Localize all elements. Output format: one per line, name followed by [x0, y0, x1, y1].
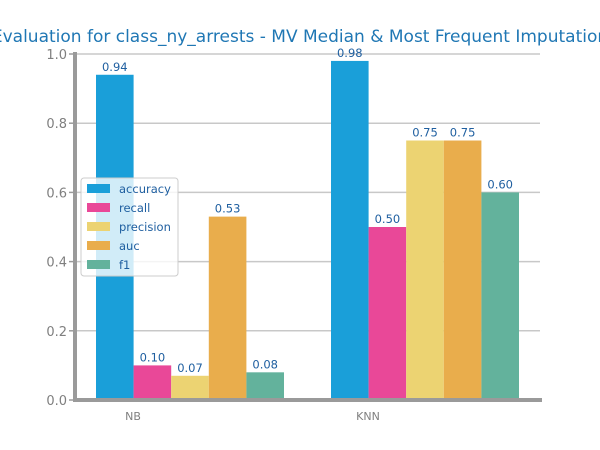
- legend-swatch-f1: [87, 260, 110, 269]
- bar-knn-accuracy: [331, 60, 369, 401]
- legend-box: [80, 177, 179, 277]
- bar-knn-auc: [443, 140, 482, 400]
- legend-swatch-precision: [87, 222, 110, 231]
- data-label: 0.94: [102, 60, 128, 74]
- ytick-label: 0.0: [46, 394, 67, 409]
- data-label: 0.10: [140, 350, 166, 364]
- legend-label-accuracy: accuracy: [119, 182, 171, 196]
- legend-label-f1: f1: [119, 258, 130, 272]
- bars: [96, 60, 519, 401]
- legend-label-precision: precision: [119, 220, 171, 234]
- bar-nb-precision: [171, 375, 209, 400]
- data-label: 0.08: [252, 357, 278, 371]
- xtick-label: KNN: [356, 410, 380, 423]
- chart-title: Evaluation for class_ny_arrests - MV Med…: [0, 27, 600, 47]
- data-label: 0.60: [487, 177, 513, 191]
- data-label: 0.98: [337, 46, 363, 60]
- bar-knn-recall: [368, 227, 407, 400]
- bar-knn-precision: [406, 140, 444, 400]
- data-label: 0.75: [450, 126, 476, 140]
- legend-swatch-accuracy: [87, 184, 110, 193]
- data-label: 0.50: [375, 212, 401, 226]
- tick-labels: 0.0 0.2 0.4 0.6 0.8 1.0 NB KNN: [46, 48, 380, 423]
- legend-label-recall: recall: [119, 201, 150, 215]
- ytick-label: 0.2: [46, 325, 67, 340]
- legend-swatch-auc: [87, 241, 110, 250]
- bar-nb-auc: [208, 216, 247, 400]
- bar-nb-recall: [133, 365, 172, 400]
- ytick-label: 0.6: [46, 186, 67, 201]
- xtick-label: NB: [125, 410, 141, 423]
- data-label: 0.07: [177, 361, 203, 375]
- legend-label-auc: auc: [119, 239, 140, 253]
- ytick-label: 1.0: [46, 48, 67, 63]
- data-label: 0.75: [412, 126, 438, 140]
- axes: [69, 52, 542, 402]
- data-label: 0.53: [215, 202, 241, 216]
- legend: accuracy recall precision auc f1: [80, 177, 179, 277]
- legend-swatch-recall: [87, 203, 110, 212]
- bar-knn-f1: [481, 192, 519, 400]
- bar-nb-f1: [246, 372, 284, 400]
- ytick-label: 0.8: [46, 117, 67, 132]
- ytick-label: 0.4: [46, 256, 67, 271]
- data-labels: 0.94 0.10 0.07 0.53 0.08 0.98 0.50 0.75 0.75 0.60: [102, 46, 513, 375]
